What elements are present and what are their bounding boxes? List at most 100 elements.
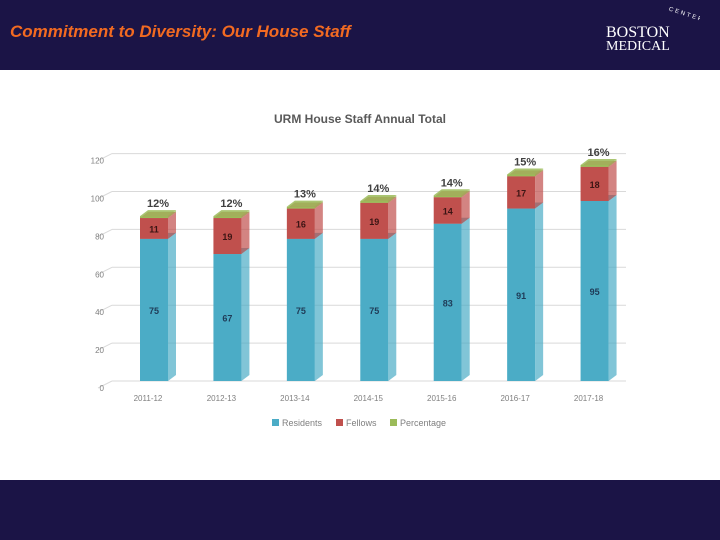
legend-swatch [336, 419, 343, 426]
label-percentage: 12% [147, 198, 169, 210]
label-residents: 75 [149, 306, 159, 316]
gridline-depth [97, 304, 113, 313]
boston-medical-logo: CENTER BOSTON MEDICAL [606, 7, 700, 54]
x-tick-label: 2011-12 [134, 394, 163, 403]
label-fellows: 19 [369, 217, 379, 227]
legend-label: Fellows [346, 418, 377, 428]
bar-percentage-top [140, 210, 176, 217]
y-tick-label: 40 [95, 308, 104, 317]
bar-percentage-front [507, 174, 536, 177]
slide-title: Commitment to Diversity: Our House Staff [10, 22, 351, 41]
label-residents: 91 [516, 291, 526, 301]
x-tick-label: 2012-13 [207, 394, 237, 403]
bar-percentage-top [286, 200, 323, 207]
bar-fellows-front [286, 208, 315, 239]
legend-swatch [272, 419, 279, 426]
bar-residents-side [461, 217, 470, 381]
label-fellows: 17 [516, 188, 526, 198]
bar-residents-front [140, 238, 168, 381]
y-tick-label: 80 [95, 232, 104, 241]
gridline-depth [97, 380, 113, 389]
bar-percentage-front [580, 164, 609, 167]
legend-swatch [390, 419, 397, 426]
label-fellows: 19 [222, 232, 232, 242]
bar-residents [580, 194, 617, 381]
bar-percentage-front [286, 206, 315, 209]
bar-residents [213, 248, 250, 381]
gridline-depth [97, 153, 113, 162]
bar-percentage [360, 194, 397, 203]
bar-residents-side [314, 232, 323, 381]
bar-percentage-front [360, 200, 389, 203]
x-tick-label: 2016-17 [500, 394, 530, 403]
bar-fellows-side [535, 170, 544, 209]
label-residents: 67 [222, 314, 232, 324]
bar-residents-front [360, 238, 389, 381]
x-tick-label: 2014-15 [354, 394, 384, 403]
x-tick-label: 2017-18 [574, 394, 604, 403]
bar-residents-side [608, 194, 617, 381]
bar-residents-side [241, 248, 250, 381]
bar-percentage-top [213, 210, 250, 217]
bar-fellows-front [360, 202, 389, 239]
label-fellows: 18 [590, 180, 600, 190]
bar-percentage-side [535, 168, 544, 177]
bar-fellows-front [433, 197, 462, 224]
header-bar: Commitment to Diversity: Our House Staff… [0, 0, 720, 70]
bar-residents-front [507, 208, 536, 381]
label-residents: 95 [590, 287, 600, 297]
bar-percentage-front [213, 216, 242, 219]
bar-residents-front [286, 238, 315, 381]
label-residents: 83 [443, 298, 453, 308]
bar-fellows-side [241, 212, 250, 255]
bar-percentage-side [168, 210, 176, 219]
chart-title: URM House Staff Annual Total [274, 112, 446, 126]
bar-fellows-front [140, 218, 168, 239]
gridline-depth [97, 228, 113, 237]
label-percentage: 14% [367, 183, 389, 195]
bar-residents-side [388, 232, 397, 381]
bar-percentage-front [140, 216, 168, 219]
y-tick-label: 60 [95, 270, 104, 279]
bar-fellows-front [580, 166, 609, 201]
bar-residents-side [168, 232, 176, 381]
bar-percentage-side [388, 194, 397, 203]
label-residents: 75 [369, 306, 379, 316]
logo-line-2: MEDICAL [606, 39, 670, 54]
label-fellows: 14 [443, 206, 453, 216]
bar-percentage-top [580, 158, 617, 165]
label-percentage: 15% [514, 156, 536, 168]
bar-residents-front [213, 254, 242, 381]
chart-area: URM House Staff Annual Total 0 20 40 60 80 10… [0, 70, 720, 480]
data-labels: 75 11 12% 67 19 12% 75 16 13% 75 19 14% 83 14 14% 91 17 1… [147, 147, 610, 324]
x-tick-label: 2015-16 [427, 394, 457, 403]
x-tick-label: 2013-14 [280, 394, 310, 403]
bar-percentage-side [461, 189, 470, 198]
bar-residents [433, 217, 470, 381]
bars [140, 158, 617, 381]
bar-percentage [507, 168, 544, 177]
stacked-bar-chart: URM House Staff Annual Total 0 20 40 60 80 10… [91, 112, 626, 428]
label-percentage: 14% [441, 177, 463, 189]
label-fellows: 11 [149, 224, 159, 234]
y-axis: 0 20 40 60 80 100 120 [91, 157, 105, 393]
bar-percentage-side [241, 210, 250, 219]
bar-residents [360, 232, 397, 381]
gridline-depth [97, 191, 113, 199]
bar-percentage-side [314, 200, 323, 209]
bar-percentage-top [507, 168, 544, 175]
y-tick-label: 20 [95, 346, 104, 355]
bar-percentage-top [360, 194, 397, 201]
bar-residents [507, 202, 544, 381]
bar-percentage [433, 189, 470, 198]
bar-percentage [140, 210, 176, 219]
bar-fellows-front [507, 176, 536, 209]
legend-label: Percentage [400, 418, 446, 428]
bar-fellows-side [461, 191, 470, 224]
footer-bar [0, 480, 720, 540]
bar-residents-side [535, 202, 544, 381]
gridline-depth [97, 266, 113, 275]
legend: Residents Fellows Percentage [272, 418, 446, 428]
bar-residents-front [580, 200, 609, 381]
bar-fellows-front [213, 218, 242, 255]
